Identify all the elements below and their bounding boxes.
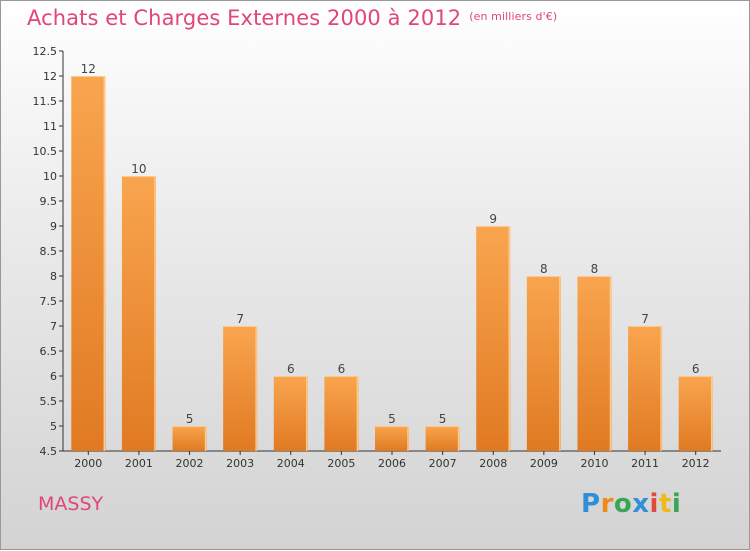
x-tick-label: 2002 bbox=[176, 457, 204, 470]
x-tick-label: 2005 bbox=[327, 457, 355, 470]
y-tick-label: 11 bbox=[43, 120, 57, 133]
bar bbox=[324, 376, 359, 451]
y-tick-label: 12 bbox=[43, 70, 57, 83]
bar-value-label: 6 bbox=[692, 362, 700, 376]
city-name: MASSY bbox=[38, 493, 104, 515]
bar-value-label: 9 bbox=[489, 212, 497, 226]
y-tick-label: 6.5 bbox=[40, 345, 58, 358]
y-tick-label: 9 bbox=[50, 220, 57, 233]
bar-value-label: 6 bbox=[287, 362, 295, 376]
x-tick-label: 2000 bbox=[74, 457, 102, 470]
bar bbox=[223, 326, 258, 451]
y-tick-label: 8.5 bbox=[40, 245, 58, 258]
bar-value-label: 12 bbox=[81, 62, 96, 76]
bar-value-label: 7 bbox=[236, 312, 244, 326]
bar-value-label: 5 bbox=[186, 412, 194, 426]
x-tick-label: 2008 bbox=[479, 457, 507, 470]
y-tick-label: 7.5 bbox=[40, 295, 58, 308]
bar bbox=[476, 226, 511, 451]
axis-layer: 4.5 5 5.5 6 6.5 7 7.5 8 8.5 9 9.5 10 10.5 11 11.5 12 12.… bbox=[33, 45, 721, 470]
x-tick-label: 2003 bbox=[226, 457, 254, 470]
x-tick-label: 2011 bbox=[631, 457, 659, 470]
bar bbox=[121, 176, 156, 451]
y-tick-label: 5.5 bbox=[40, 395, 58, 408]
proxiti-logo[interactable]: Proxiti bbox=[581, 489, 682, 519]
y-tick-label: 12.5 bbox=[33, 45, 58, 58]
bar bbox=[273, 376, 308, 451]
bar-value-label: 5 bbox=[439, 412, 447, 426]
bar bbox=[678, 376, 713, 451]
x-tick-label: 2009 bbox=[530, 457, 558, 470]
bar bbox=[526, 276, 561, 451]
bar bbox=[71, 76, 106, 451]
y-tick-label: 6 bbox=[50, 370, 57, 383]
y-tick-label: 10.5 bbox=[33, 145, 58, 158]
bar-value-label: 8 bbox=[540, 262, 548, 276]
bar-value-label: 5 bbox=[388, 412, 396, 426]
bars-layer: 12 10 5 7 6 6 5 5 9 8 8 7 6 bbox=[71, 62, 713, 451]
bar-value-label: 7 bbox=[641, 312, 649, 326]
y-tick-label: 11.5 bbox=[33, 95, 58, 108]
bar bbox=[577, 276, 612, 451]
bar bbox=[425, 426, 460, 451]
bar-value-label: 8 bbox=[591, 262, 599, 276]
y-tick-label: 5 bbox=[50, 420, 57, 433]
y-tick-label: 4.5 bbox=[40, 445, 58, 458]
bar bbox=[375, 426, 409, 451]
y-tick-label: 7 bbox=[50, 320, 57, 333]
y-tick-label: 8 bbox=[50, 270, 57, 283]
x-tick-label: 2006 bbox=[378, 457, 406, 470]
bar bbox=[172, 426, 207, 451]
y-tick-label: 10 bbox=[43, 170, 57, 183]
chart-unit: (en milliers d'€) bbox=[469, 10, 558, 23]
x-tick-label: 2007 bbox=[429, 457, 457, 470]
chart-title: Achats et Charges Externes 2000 à 2012 (e… bbox=[27, 6, 557, 30]
x-tick-label: 2010 bbox=[580, 457, 608, 470]
chart-title-text: Achats et Charges Externes 2000 à 2012 bbox=[27, 6, 462, 30]
bar-value-label: 10 bbox=[131, 162, 146, 176]
bar-value-label: 6 bbox=[338, 362, 346, 376]
y-tick-label: 9.5 bbox=[40, 195, 58, 208]
bar bbox=[628, 326, 663, 451]
x-tick-label: 2012 bbox=[682, 457, 710, 470]
x-tick-label: 2001 bbox=[125, 457, 153, 470]
x-tick-label: 2004 bbox=[277, 457, 305, 470]
